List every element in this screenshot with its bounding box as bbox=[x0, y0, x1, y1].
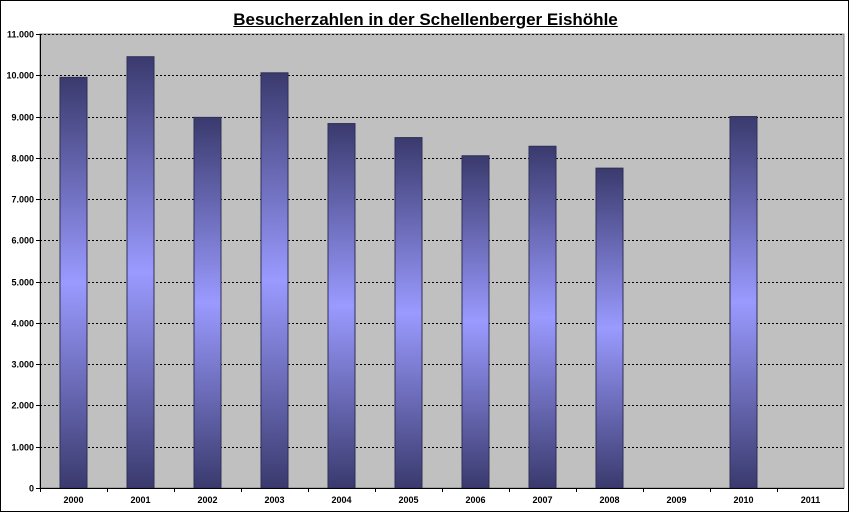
y-tick-label: 8.000 bbox=[11, 154, 34, 164]
x-tick-label: 2010 bbox=[733, 495, 753, 505]
axes bbox=[36, 34, 844, 492]
x-tick-label: 2001 bbox=[130, 495, 150, 505]
bar-2006 bbox=[461, 155, 490, 489]
x-tick-labels: 2000 2001 2002 2003 2004 2005 2006 2007 2008 2009… bbox=[63, 495, 820, 505]
x-tick-label: 2011 bbox=[801, 495, 821, 505]
y-tick-label: 3.000 bbox=[11, 360, 34, 370]
bar-2000 bbox=[59, 76, 88, 489]
x-tick-label: 2003 bbox=[264, 495, 284, 505]
plot-area bbox=[39, 33, 845, 489]
bar-2007 bbox=[528, 145, 557, 489]
y-tick-label: 11.000 bbox=[7, 30, 34, 40]
y-tick-label: 10.000 bbox=[6, 71, 34, 81]
y-tick-label: 7.000 bbox=[11, 195, 34, 205]
x-tick-label: 2007 bbox=[532, 495, 552, 505]
x-tick-label: 2004 bbox=[331, 495, 351, 505]
bar-2004 bbox=[327, 123, 356, 489]
x-tick-label: 2009 bbox=[666, 495, 686, 505]
y-tick-label: 9.000 bbox=[11, 113, 34, 123]
bar-2001 bbox=[126, 56, 155, 489]
bar-2010 bbox=[729, 116, 758, 489]
bar-2002 bbox=[193, 116, 222, 489]
y-tick-label: 2.000 bbox=[11, 401, 34, 411]
x-tick-label: 2005 bbox=[398, 495, 418, 505]
y-tick-labels: 0 1.000 2.000 3.000 4.000 5.000 6.000 7.000 8.00… bbox=[6, 30, 34, 494]
y-tick-label: 4.000 bbox=[11, 319, 34, 329]
y-tick-label: 5.000 bbox=[11, 278, 34, 288]
bar-2005 bbox=[394, 137, 423, 489]
bar-2008 bbox=[595, 167, 624, 489]
bar-2003 bbox=[260, 72, 289, 489]
y-tick-label: 1.000 bbox=[11, 443, 34, 453]
y-tick-label: 0 bbox=[29, 484, 34, 494]
y-tick-label: 6.000 bbox=[11, 236, 34, 246]
x-tick-label: 2000 bbox=[63, 495, 83, 505]
chart-title: Besucherzahlen in der Schellenberger Eis… bbox=[233, 10, 618, 29]
bars bbox=[59, 56, 758, 489]
gridlines bbox=[40, 34, 844, 448]
x-tick-label: 2002 bbox=[197, 495, 217, 505]
x-tick-label: 2008 bbox=[599, 495, 619, 505]
x-tick-label: 2006 bbox=[465, 495, 485, 505]
